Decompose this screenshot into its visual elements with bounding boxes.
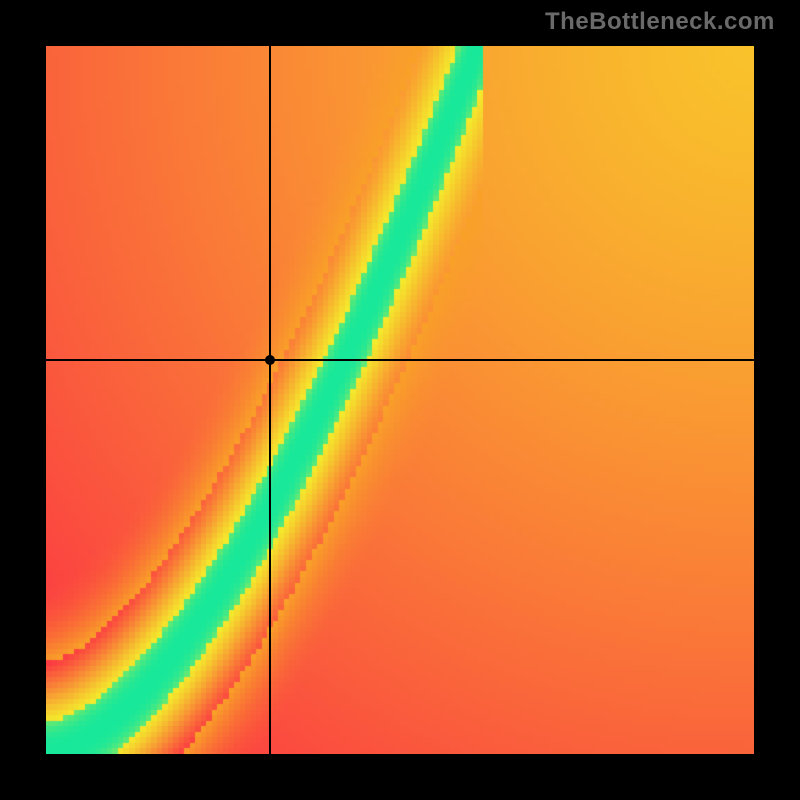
crosshair-marker (265, 355, 275, 365)
crosshair-vertical (269, 46, 271, 754)
crosshair-horizontal (46, 359, 754, 361)
heatmap-canvas (46, 46, 754, 754)
watermark-label: TheBottleneck.com (545, 8, 775, 36)
stage: TheBottleneck.com (0, 0, 800, 800)
